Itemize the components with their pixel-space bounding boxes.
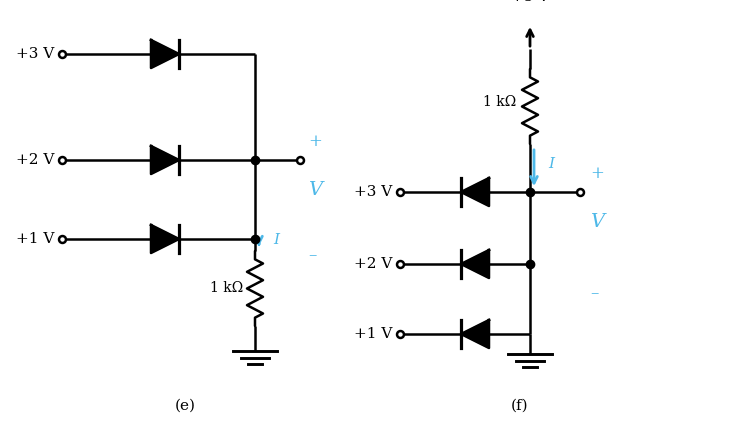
Text: +3 V: +3 V: [16, 47, 54, 61]
Text: V: V: [590, 213, 604, 231]
Polygon shape: [461, 250, 489, 278]
Text: (f): (f): [511, 399, 529, 413]
Text: +: +: [308, 134, 322, 151]
Text: –: –: [308, 248, 316, 265]
Text: I: I: [273, 232, 279, 246]
Text: +1 V: +1 V: [16, 232, 54, 246]
Text: (e): (e): [174, 399, 196, 413]
Polygon shape: [461, 178, 489, 206]
Polygon shape: [461, 320, 489, 348]
Text: –: –: [590, 285, 599, 302]
Polygon shape: [151, 225, 179, 253]
Text: +3 V: +3 V: [353, 185, 392, 199]
Text: +5 V: +5 V: [511, 0, 549, 4]
Text: +: +: [590, 165, 604, 182]
Polygon shape: [151, 40, 179, 68]
Text: V: V: [308, 181, 322, 199]
Polygon shape: [151, 146, 179, 174]
Text: 1 kΩ: 1 kΩ: [210, 282, 243, 296]
Text: +2 V: +2 V: [353, 257, 392, 271]
Text: I: I: [548, 157, 554, 171]
Text: 1 kΩ: 1 kΩ: [482, 95, 516, 109]
Text: +2 V: +2 V: [16, 153, 54, 167]
Text: +1 V: +1 V: [353, 327, 392, 341]
